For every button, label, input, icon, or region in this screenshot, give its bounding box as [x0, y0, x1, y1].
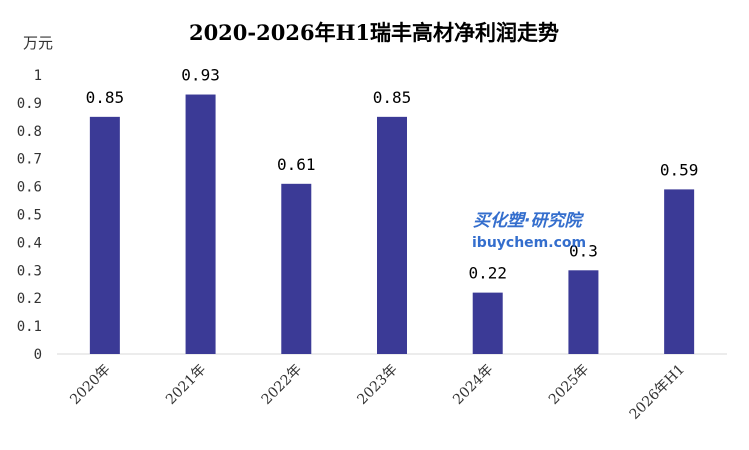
y-axis-ticks: 0 0.1 0.2 0.3 0.4 0.5 0.6 0.7 0.8 0.9 1: [17, 68, 42, 363]
y-tick-label: 0.9: [17, 96, 42, 112]
data-label: 0.85: [86, 88, 125, 107]
y-tick-label: 0.2: [17, 291, 42, 307]
data-label: 0.85: [373, 88, 412, 107]
x-tick-label: 2026年H1: [627, 362, 688, 423]
bar: [568, 270, 599, 354]
y-tick-label: 1: [34, 68, 42, 84]
data-labels-group: 0.85 0.93 0.61 0.85 0.22 0.3 0.59: [86, 66, 699, 283]
bar: [89, 116, 120, 354]
y-axis-unit-label: 万元: [23, 34, 53, 52]
data-label: 0.93: [181, 66, 220, 85]
x-tick-label: 2025年: [546, 362, 592, 408]
watermark-brand: 买化塑·研究院: [473, 211, 584, 231]
y-tick-label: 0.7: [17, 152, 42, 168]
x-tick-label: 2020年: [67, 362, 113, 408]
x-tick-label: 2022年: [259, 362, 305, 408]
y-tick-label: 0: [34, 347, 42, 363]
x-tick-label: 2021年: [163, 362, 209, 408]
watermark: 买化塑·研究院 ibuychem.com: [472, 211, 586, 251]
bar: [664, 189, 695, 354]
bar: [377, 116, 407, 354]
x-axis-labels: 2020年 2021年 2022年 2023年 2024年 2025年 2026年H1: [67, 362, 688, 423]
bar: [472, 292, 503, 354]
bars-group: [89, 94, 695, 354]
bar: [185, 94, 216, 354]
data-label: 0.22: [468, 264, 507, 283]
x-tick-label: 2024年: [450, 362, 496, 408]
x-tick-label: 2023年: [354, 362, 400, 408]
data-label: 0.61: [277, 155, 316, 174]
y-tick-label: 0.5: [17, 208, 42, 224]
y-tick-label: 0.1: [17, 319, 42, 335]
chart-title: 2020-2026年H1瑞丰高材净利润走势: [189, 20, 559, 45]
data-label: 0.3: [569, 241, 598, 260]
y-tick-label: 0.3: [17, 263, 42, 279]
watermark-site: ibuychem.com: [472, 235, 586, 251]
y-tick-label: 0.6: [17, 180, 42, 196]
bar: [281, 183, 312, 354]
data-label: 0.59: [660, 160, 699, 179]
y-tick-label: 0.8: [17, 124, 42, 140]
y-tick-label: 0.4: [17, 235, 42, 251]
